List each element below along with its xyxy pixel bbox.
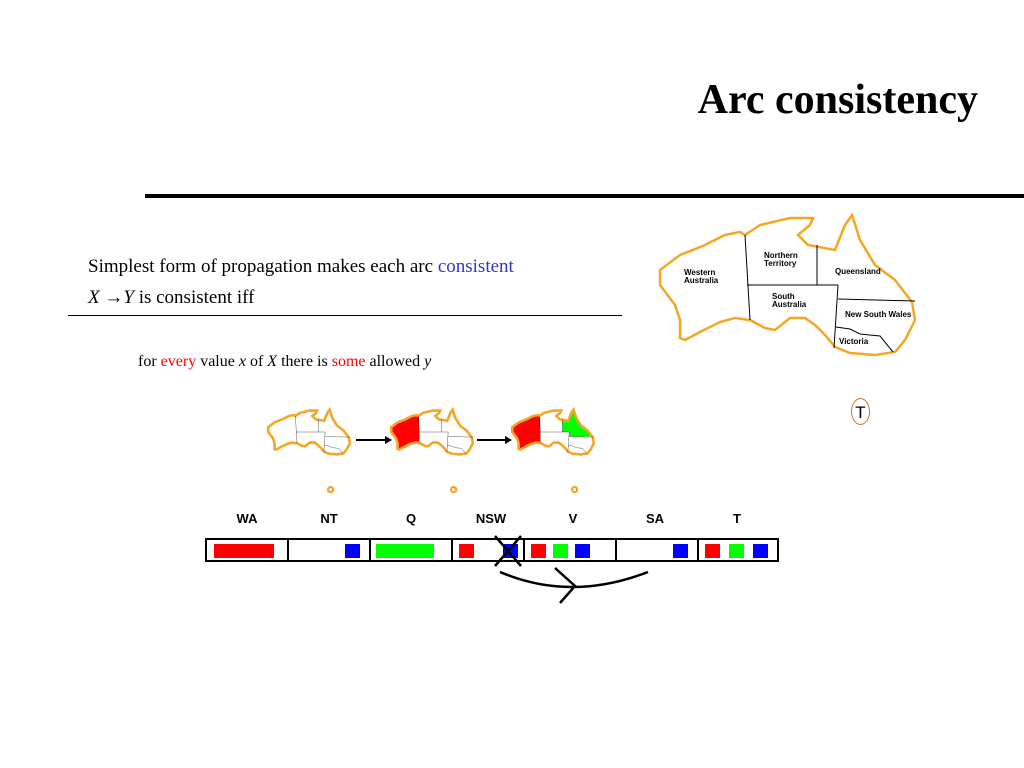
domain-t	[697, 538, 779, 562]
t: Territory	[764, 259, 797, 268]
text: Simplest form of propagation makes each …	[88, 256, 438, 277]
swatch-green	[553, 544, 568, 558]
divider	[68, 315, 622, 316]
highlight-consistent: consistent	[437, 256, 514, 277]
label-q: Queensland	[835, 267, 881, 276]
swatch-red	[459, 544, 474, 558]
swatch-blue	[673, 544, 688, 558]
header-t: T	[733, 511, 741, 526]
var-x: X	[88, 287, 100, 308]
label-nt: Northern Territory	[764, 252, 798, 268]
swatch-red	[705, 544, 720, 558]
arrow-icon: →	[104, 287, 124, 308]
australia-map-large	[658, 213, 917, 357]
domain-wa	[205, 538, 289, 562]
var-y: Y	[123, 287, 134, 308]
label-nsw: New South Wales	[845, 310, 912, 319]
bullet-line-1: Simplest form of propagation makes each …	[88, 256, 514, 278]
label-sa: South Australia	[772, 293, 806, 309]
t: South	[772, 292, 795, 301]
domain-q	[369, 538, 453, 562]
header-sa: SA	[645, 511, 665, 526]
header-q: Q	[405, 511, 417, 526]
swatch-blue	[753, 544, 768, 558]
swatch-green	[376, 544, 434, 558]
highlight-some: some	[331, 353, 366, 370]
map-step-3	[510, 408, 596, 494]
swatch-blue-crossed	[503, 544, 518, 558]
domain-nt	[287, 538, 371, 562]
t: for	[138, 353, 161, 370]
swatch-red	[214, 544, 274, 558]
bullet-line-2: X →Y is consistent iff	[88, 287, 254, 309]
t: Northern	[764, 251, 798, 260]
cross-icon	[494, 535, 522, 567]
map-step-2	[389, 408, 475, 494]
swatch-green	[729, 544, 744, 558]
map-step-1	[266, 408, 352, 494]
arc-arrow	[499, 567, 649, 604]
swatch-blue	[575, 544, 590, 558]
t: value	[196, 353, 239, 370]
swatch-blue	[345, 544, 360, 558]
bullet-line-3: for every value x of X there is some all…	[138, 353, 431, 371]
header-nt: NT	[320, 511, 338, 526]
t: x	[238, 353, 246, 370]
header-nsw: NSW	[475, 511, 507, 526]
t: Western	[684, 268, 716, 277]
domain-v	[523, 538, 617, 562]
t: allowed	[365, 353, 425, 370]
t: Australia	[684, 276, 719, 285]
label-v: Victoria	[839, 337, 869, 346]
domain-sa	[615, 538, 699, 562]
domain-nsw	[451, 535, 525, 567]
title-rule	[145, 194, 1024, 198]
t: there is	[277, 353, 332, 370]
label-wa: Western Australia	[684, 269, 718, 285]
slide-title: Arc consistency	[697, 77, 978, 123]
header-wa: WA	[236, 511, 258, 526]
header-v: V	[568, 511, 578, 526]
t: Australia	[772, 300, 807, 309]
t: X	[267, 353, 278, 370]
swatch-red	[531, 544, 546, 558]
tasmania-node: T	[851, 398, 870, 425]
text: is consistent iff	[133, 287, 255, 308]
t: of	[245, 353, 268, 370]
t: y	[424, 353, 432, 370]
highlight-every: every	[160, 353, 197, 370]
